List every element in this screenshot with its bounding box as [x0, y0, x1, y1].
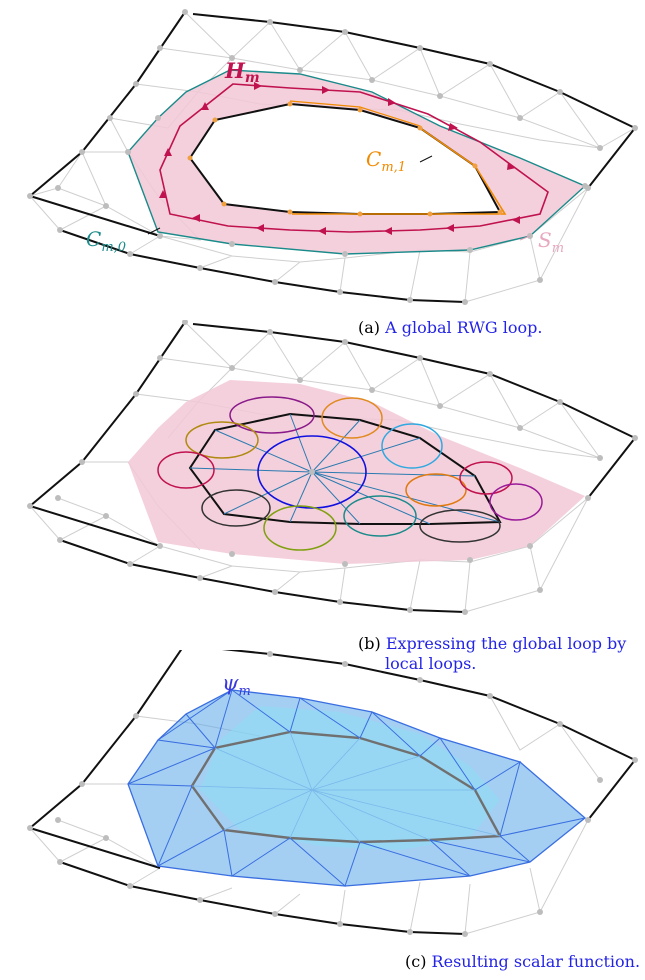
panel-a-diagram: Hm Cm,1 Cm,0 Sm	[27, 9, 638, 305]
panel-a-caption-tag: (a)	[358, 318, 381, 337]
panel-c-diagram: ψm	[27, 650, 638, 937]
panel-b-nodes	[27, 320, 638, 615]
panel-a-label-s: Sm	[538, 228, 564, 256]
panel-a-label-c0: Cm,0	[86, 227, 126, 255]
panel-b-diagram	[27, 320, 638, 615]
panel-a-c1-curve	[292, 127, 507, 215]
panel-a-c1-inner	[289, 100, 421, 127]
panel-a-caption-text: A global RWG loop.	[385, 318, 543, 337]
panel-a-arrowheads	[159, 82, 520, 235]
panel-c-nodes	[27, 651, 638, 937]
panel-c-surface-edges	[127, 688, 586, 887]
panel-b-caption-line2: local loops.	[385, 654, 477, 673]
panel-b-hole-outline	[188, 412, 502, 525]
panel-b-caption: (b) Expressing the global loop by local …	[358, 634, 626, 674]
panel-a-c1-leader	[419, 155, 433, 163]
panel-c-caption: (c) Resulting scalar function.	[405, 952, 640, 972]
panel-c-caption-tag: (c)	[405, 952, 427, 971]
panel-a-caption: (a) A global RWG loop.	[358, 318, 542, 338]
panel-a-label-h: Hm	[224, 58, 260, 86]
panel-a-label-c1: Cm,1	[366, 147, 406, 175]
panel-a-nodes	[27, 9, 638, 305]
panel-b-caption-line1: Expressing the global loop by	[385, 634, 627, 653]
panel-a-loop-nodes	[187, 101, 503, 217]
panel-c-caption-text: Resulting scalar function.	[431, 952, 641, 971]
panel-a-hole	[188, 102, 502, 215]
panel-c-label-psi: ψm	[222, 671, 251, 699]
panel-c-hole-outline	[190, 730, 502, 844]
panel-a-s-leader	[519, 235, 531, 241]
panel-b-local-loops	[157, 396, 543, 551]
panel-a-c0-leader	[147, 227, 161, 235]
panel-b-strip	[128, 380, 585, 564]
panel-b-caption-tag: (b)	[358, 634, 381, 653]
panel-b-center-loop	[257, 435, 367, 509]
